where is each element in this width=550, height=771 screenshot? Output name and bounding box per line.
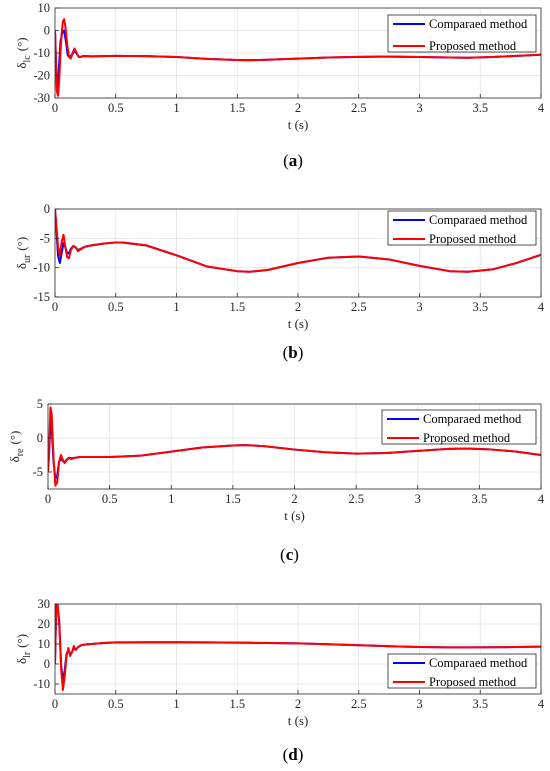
- y-tick-label: 20: [38, 617, 51, 631]
- x-tick-label: 2.5: [348, 492, 364, 506]
- y-axis-symbol: δ: [14, 263, 29, 269]
- y-axis-unit: (°): [14, 237, 29, 251]
- x-tick-label: 1.5: [229, 101, 245, 115]
- legend-label: Proposed method: [429, 232, 517, 246]
- x-tick-label: 4: [538, 697, 545, 711]
- x-tick-label: 0: [52, 101, 58, 115]
- x-axis-label: t (s): [288, 316, 309, 331]
- chart-panel-a: 0 0.5 1 1.5 2 2.5 3 3.5 4 -30 -20 -10 0 10 t (s) δlc (°)…: [14, 1, 545, 170]
- chart-panel-b: 0 0.5 1 1.5 2 2.5 3 3.5 4 -15 -10 -5 0 t (s) δur (°) Com…: [14, 202, 545, 362]
- y-tick-label: -5: [40, 231, 50, 245]
- x-tick-label: 1: [173, 300, 179, 314]
- x-tick-label: 0.5: [108, 697, 124, 711]
- y-tick-label: 10: [38, 637, 51, 651]
- x-tick-label: 0.5: [102, 492, 118, 506]
- x-tick-label: 2.5: [351, 101, 367, 115]
- y-tick-label: 0: [37, 431, 43, 445]
- panel-caption: (a): [283, 151, 303, 170]
- x-tick-label: 0: [52, 300, 58, 314]
- y-tick-label: 10: [38, 1, 51, 15]
- x-tick-label: 1: [173, 101, 179, 115]
- y-tick-label: -10: [33, 46, 50, 60]
- legend-label: Comparaed method: [423, 412, 522, 426]
- y-axis-subscript: lc: [22, 55, 33, 63]
- y-tick-label: -30: [33, 91, 50, 105]
- series-line-proposed: [48, 406, 541, 487]
- x-tick-label: 0: [52, 697, 58, 711]
- legend-label: Comparaed method: [429, 213, 528, 227]
- x-tick-label: 2: [295, 697, 301, 711]
- legend-label: Proposed method: [423, 431, 511, 445]
- y-tick-label: -20: [33, 69, 50, 83]
- y-tick-label: 0: [44, 24, 50, 38]
- x-axis-label: t (s): [284, 508, 305, 523]
- legend-label: Comparaed method: [429, 656, 528, 670]
- x-tick-label: 3.5: [472, 101, 488, 115]
- y-tick-label: 30: [38, 597, 51, 611]
- x-tick-label: 3: [415, 492, 421, 506]
- legend-label: Proposed method: [429, 675, 517, 689]
- x-tick-label: 0.5: [108, 300, 124, 314]
- y-axis-unit: (°): [14, 37, 29, 51]
- y-tick-label: 0: [44, 202, 50, 216]
- x-tick-label: 4: [538, 492, 545, 506]
- x-tick-label: 2: [291, 492, 297, 506]
- x-tick-label: 0: [45, 492, 51, 506]
- y-tick-label: -10: [33, 677, 50, 691]
- y-tick-label: -15: [33, 290, 50, 304]
- y-axis-label: δur (°): [14, 237, 33, 269]
- legend-label: Proposed method: [429, 39, 517, 53]
- y-axis-unit: (°): [14, 634, 29, 648]
- x-tick-label: 3: [416, 697, 422, 711]
- y-axis-subscript: re: [15, 448, 26, 456]
- x-tick-label: 2: [295, 101, 301, 115]
- y-tick-label: -10: [33, 261, 50, 275]
- y-axis-subscript: ur: [22, 254, 33, 263]
- y-axis-label: δlr (°): [14, 634, 33, 664]
- y-axis-symbol: δ: [7, 456, 22, 462]
- panel-caption: (c): [280, 545, 299, 564]
- x-tick-label: 4: [538, 101, 545, 115]
- x-tick-label: 3: [416, 300, 422, 314]
- series-line-proposed: [55, 18, 541, 97]
- x-tick-label: 0.5: [108, 101, 124, 115]
- y-axis-symbol: δ: [14, 62, 29, 68]
- y-axis-symbol: δ: [14, 658, 29, 664]
- panel-caption: (b): [283, 343, 304, 362]
- x-tick-label: 2: [295, 300, 301, 314]
- x-tick-label: 1: [173, 697, 179, 711]
- y-axis-label: δlc (°): [14, 37, 33, 68]
- x-tick-label: 1: [168, 492, 174, 506]
- y-tick-label: -5: [33, 465, 43, 479]
- x-tick-label: 2.5: [351, 697, 367, 711]
- x-tick-label: 3.5: [472, 697, 488, 711]
- x-tick-label: 1.5: [229, 300, 245, 314]
- y-axis-label: δre (°): [7, 431, 26, 463]
- series-line-proposed: [55, 209, 541, 273]
- legend-label: Comparaed method: [429, 17, 528, 31]
- y-tick-label: 0: [44, 657, 50, 671]
- series-line-proposed: [55, 604, 541, 691]
- y-axis-unit: (°): [7, 431, 22, 445]
- panel-caption: (d): [283, 745, 304, 764]
- x-axis-label: t (s): [288, 117, 309, 132]
- x-tick-label: 4: [538, 300, 545, 314]
- y-axis-subscript: lr: [22, 651, 33, 658]
- x-axis-label: t (s): [288, 713, 309, 728]
- x-tick-label: 1.5: [229, 697, 245, 711]
- x-tick-label: 2.5: [351, 300, 367, 314]
- x-tick-label: 3: [416, 101, 422, 115]
- x-tick-label: 1.5: [225, 492, 241, 506]
- x-tick-label: 3.5: [472, 300, 488, 314]
- x-tick-label: 3.5: [472, 492, 488, 506]
- y-tick-label: 5: [37, 397, 43, 411]
